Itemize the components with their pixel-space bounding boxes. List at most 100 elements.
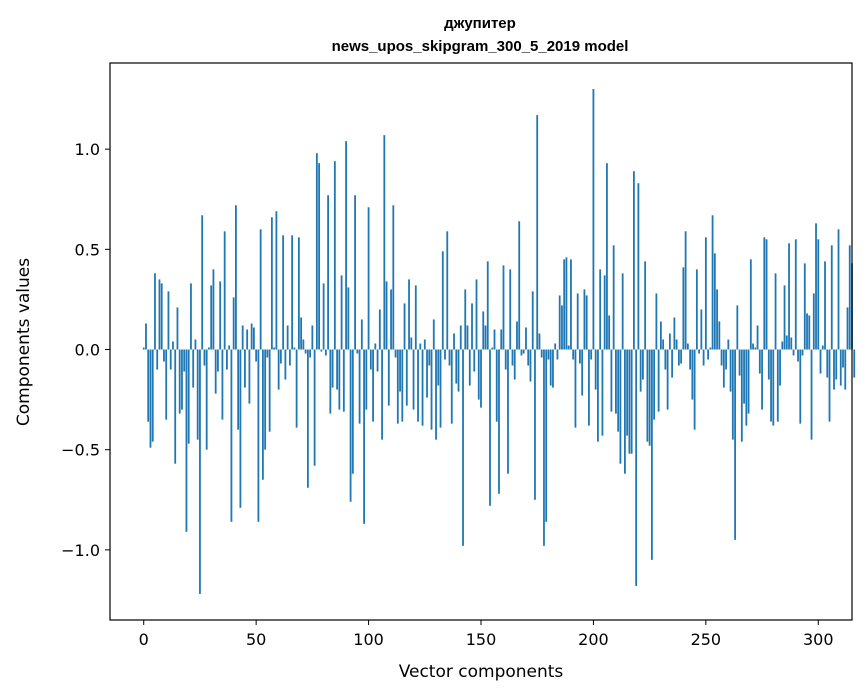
bar [266,349,269,358]
bar [322,283,325,350]
bar [606,163,608,350]
bar [695,269,698,350]
bar [792,349,795,356]
bar [214,349,217,394]
bar [475,279,478,350]
bar [165,349,168,420]
bar [318,163,321,350]
bar [419,343,422,350]
bar [565,257,568,350]
bar [608,315,611,350]
bar [367,207,370,350]
bar [383,135,386,350]
bar [293,347,296,350]
bar [527,349,530,366]
bar [722,349,725,388]
bar [228,345,231,350]
bar [262,349,264,480]
bar [617,349,620,432]
bar [675,339,678,350]
bar [241,325,244,350]
bar [830,245,833,350]
y-tick-label: 0.5 [75,240,100,259]
bar [657,349,660,412]
bar [441,251,444,350]
y-axis-label: Components values [14,258,34,426]
bar [154,273,156,350]
bar [457,349,460,392]
bar [304,349,307,354]
bar [570,259,572,350]
bar [534,349,536,500]
bar [833,349,835,390]
x-tick-label: 150 [466,630,497,649]
bar [785,335,788,350]
bar [428,349,431,366]
bar [392,205,395,350]
bar [187,349,190,444]
bar [576,293,579,350]
bar [729,349,732,392]
bar [520,349,523,356]
bar [300,317,303,350]
x-axis-label: Vector components [399,662,564,682]
bars [142,89,856,594]
bar [700,309,703,350]
bar [500,329,503,350]
bar [637,183,640,350]
bar [776,349,779,422]
bar [644,261,647,350]
bar [423,339,426,350]
bar [444,349,446,360]
bar [801,349,804,356]
bar [540,349,543,358]
bar [588,349,590,426]
bar [320,349,323,352]
bar [545,349,548,522]
bar [387,349,390,406]
bar [219,281,222,350]
bar [244,349,246,388]
bar [295,349,298,428]
bar [365,349,368,410]
bar [513,349,516,380]
bar [815,223,817,350]
bar [794,239,797,350]
bar [313,349,316,466]
bar [603,275,606,350]
bar [439,349,442,428]
bar [297,237,300,350]
bar [190,283,192,350]
bar [740,349,743,442]
bar [567,345,570,350]
bar [333,161,336,350]
bar [743,349,745,404]
x-tick-label: 100 [353,630,384,649]
bar [306,349,309,488]
bar [504,349,507,370]
bar [270,217,273,350]
bar [806,313,808,350]
bar [183,349,186,372]
bar [511,349,514,366]
bar [677,349,680,366]
bar [203,349,206,366]
bar [486,261,489,350]
bar [239,349,242,508]
bar [552,349,554,388]
bar [430,349,433,430]
bar [356,349,359,354]
bar [347,287,350,350]
bar [709,347,712,350]
bar [435,349,437,440]
bar [848,245,851,350]
bar [585,295,588,350]
bar [230,349,233,522]
bar [558,295,561,350]
bar [279,349,282,364]
x-tick-label: 200 [578,630,609,649]
bar [543,349,545,546]
bar [237,349,240,430]
bar [257,349,260,522]
bar [405,349,408,406]
